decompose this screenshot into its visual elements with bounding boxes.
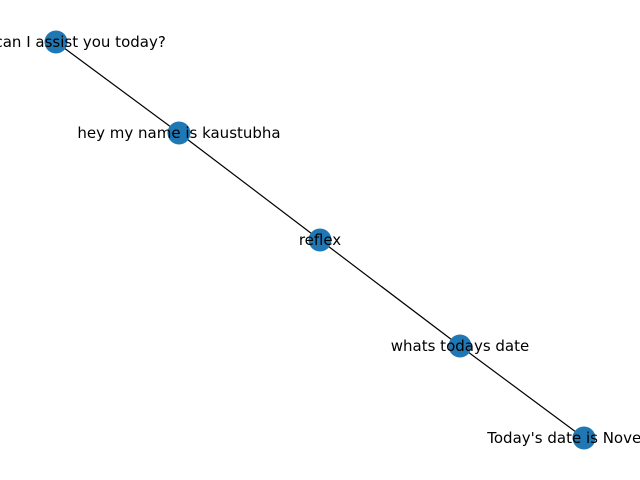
graph-edge (319, 239, 461, 347)
graph-node (44, 30, 68, 54)
node-layer (44, 30, 596, 450)
graph-edge (459, 345, 585, 439)
graph-edge (178, 132, 321, 241)
node-label: ! How can I assist you today? (0, 33, 166, 51)
node-label: reflex (299, 231, 341, 249)
node-label: hey my name is kaustubha (77, 124, 280, 142)
edge-layer (55, 41, 585, 439)
label-layer: ! How can I assist you today? hey my name… (0, 33, 640, 447)
graph-node (167, 121, 191, 145)
graph-node (308, 228, 332, 252)
graph-edge (55, 41, 180, 134)
node-label: Today's date is November (486, 429, 640, 447)
graph-node (572, 426, 596, 450)
graph-node (448, 334, 472, 358)
node-label: whats todays date (391, 337, 530, 355)
